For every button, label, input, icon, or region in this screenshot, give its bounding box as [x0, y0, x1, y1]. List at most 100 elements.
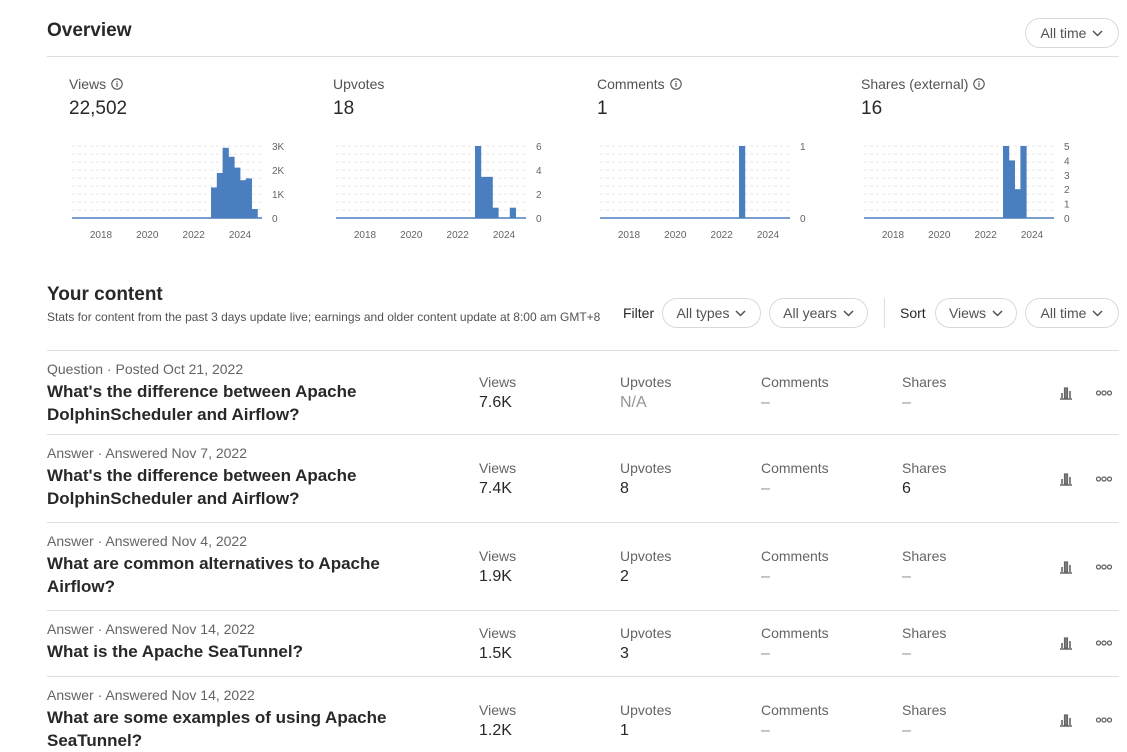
more-horizontal-icon[interactable]	[1096, 476, 1112, 482]
upvotes-cell: Upvotes 2	[620, 548, 671, 586]
row-meta: Answer · Answered Nov 14, 2022	[47, 621, 255, 637]
upvotes-cell: Upvotes N/A	[620, 374, 671, 412]
chart-bar	[239, 180, 247, 218]
info-circle-icon[interactable]	[111, 78, 123, 90]
col-value: 3	[620, 645, 629, 662]
chart-ytick-label: 6	[536, 142, 542, 153]
chart-ytick-label: 2	[1064, 185, 1070, 196]
row-title-link[interactable]: What is the Apache SeaTunnel?	[47, 642, 303, 661]
stat-value: 1	[597, 98, 608, 119]
info-circle-icon[interactable]	[973, 78, 986, 90]
more-horizontal-icon[interactable]	[1096, 390, 1112, 396]
col-value: 1.5K	[479, 645, 512, 662]
chart-bar	[222, 147, 229, 218]
stat-views: Views 22,502	[69, 76, 127, 120]
bar-chart-icon[interactable]	[1059, 472, 1073, 486]
col-label: Shares	[902, 460, 947, 476]
bar-chart-icon[interactable]	[1059, 386, 1073, 400]
chart-ytick-label: 1	[1064, 200, 1070, 211]
row-title-link[interactable]: What are common alternatives to Apache A…	[47, 554, 380, 596]
views-cell: Views 1.2K	[479, 702, 516, 740]
col-label: Views	[479, 548, 517, 564]
col-value: –	[902, 722, 911, 739]
chart-xtick-label: 2018	[90, 230, 113, 241]
more-horizontal-icon[interactable]	[1096, 640, 1112, 646]
col-value: 2	[620, 568, 629, 585]
stat-label: Shares (external)	[861, 76, 969, 92]
col-label: Comments	[761, 460, 829, 476]
filter-type-dropdown[interactable]: All types	[662, 298, 761, 328]
chart-xtick-label: 2024	[493, 230, 516, 241]
comments-chart[interactable]: 0 1 2018 2020 2022 2024	[594, 140, 824, 245]
bar-chart-icon[interactable]	[1059, 560, 1073, 574]
bar-chart-icon[interactable]	[1059, 636, 1073, 650]
filter-year-dropdown[interactable]: All years	[769, 298, 868, 328]
overview-range-dropdown[interactable]: All time	[1025, 18, 1119, 48]
upvotes-cell: Upvotes 8	[620, 460, 671, 498]
col-label: Upvotes	[620, 702, 672, 718]
chart-xtick-label: 2024	[1021, 230, 1044, 241]
shares-chart[interactable]: 0 1 2 3 4 5 2018 2020 2022 2024	[858, 140, 1088, 245]
chevron-down-icon	[1092, 309, 1103, 317]
col-label: Views	[479, 702, 517, 718]
chart-bar	[216, 173, 224, 218]
chart-bar	[251, 209, 258, 218]
row-title-link[interactable]: What's the difference between Apache Dol…	[47, 466, 357, 508]
col-value: N/A	[620, 394, 647, 411]
sort-range-dropdown[interactable]: All time	[1025, 298, 1119, 328]
views-chart[interactable]: 0 1K 2K 3K 2018 2020 2022 2024	[66, 140, 296, 245]
filter-year-label: All years	[783, 305, 837, 321]
col-value: –	[761, 394, 770, 411]
more-horizontal-icon[interactable]	[1096, 717, 1112, 723]
chart-ytick-label: 3	[1064, 171, 1070, 182]
stat-label: Upvotes	[333, 76, 385, 92]
shares-cell: Shares 6	[902, 460, 946, 498]
row-title-link[interactable]: What are some examples of using Apache S…	[47, 708, 387, 750]
sort-by-dropdown[interactable]: Views	[935, 298, 1017, 328]
more-horizontal-icon[interactable]	[1096, 564, 1112, 570]
chart-ytick-label: 0	[800, 214, 806, 225]
col-label: Comments	[761, 702, 829, 718]
col-label: Comments	[761, 548, 829, 564]
chart-xtick-label: 2024	[229, 230, 252, 241]
chart-bar	[228, 156, 235, 218]
col-value: 1.2K	[479, 722, 512, 739]
views-cell: Views 1.5K	[479, 625, 516, 663]
chart-xtick-label: 2022	[183, 230, 206, 241]
bar-chart-icon[interactable]	[1059, 713, 1073, 727]
col-label: Views	[479, 625, 517, 641]
chart-bar	[1020, 146, 1027, 218]
views-cell: Views 1.9K	[479, 548, 516, 586]
chart-xtick-label: 2018	[354, 230, 377, 241]
row-divider	[47, 434, 1119, 435]
views-cell: Views 7.4K	[479, 460, 516, 498]
sort-label: Sort	[900, 305, 926, 321]
info-circle-icon[interactable]	[669, 78, 682, 90]
col-value: –	[761, 645, 770, 662]
chart-ytick-label: 1K	[272, 190, 285, 201]
row-meta: Answer · Answered Nov 14, 2022	[47, 687, 255, 703]
row-meta: Answer · Answered Nov 4, 2022	[47, 533, 247, 549]
row-divider	[47, 676, 1119, 677]
content-title: Your content	[47, 284, 163, 305]
chevron-down-icon	[992, 309, 1003, 317]
shares-cell: Shares –	[902, 625, 946, 663]
chart-ytick-label: 0	[536, 214, 542, 225]
col-value: –	[761, 480, 770, 497]
stat-label: Comments	[597, 76, 665, 92]
row-title-link[interactable]: What's the difference between Apache Dol…	[47, 382, 357, 424]
stat-shares: Shares (external) 16	[861, 76, 986, 120]
col-value: –	[761, 722, 770, 739]
views-cell: Views 7.6K	[479, 374, 516, 412]
sort-range-label: All time	[1040, 305, 1087, 321]
row-divider	[47, 350, 1119, 351]
chart-bar	[1014, 189, 1021, 218]
chart-ytick-label: 3K	[272, 142, 285, 153]
stat-value: 16	[861, 98, 883, 119]
shares-cell: Shares –	[902, 374, 946, 412]
col-value: –	[902, 645, 911, 662]
stat-label: Views	[69, 76, 107, 92]
chart-ytick-label: 4	[536, 166, 542, 177]
col-label: Comments	[761, 625, 829, 641]
upvotes-chart[interactable]: 0 2 4 6 2018 2020 2022 2024	[330, 140, 560, 245]
